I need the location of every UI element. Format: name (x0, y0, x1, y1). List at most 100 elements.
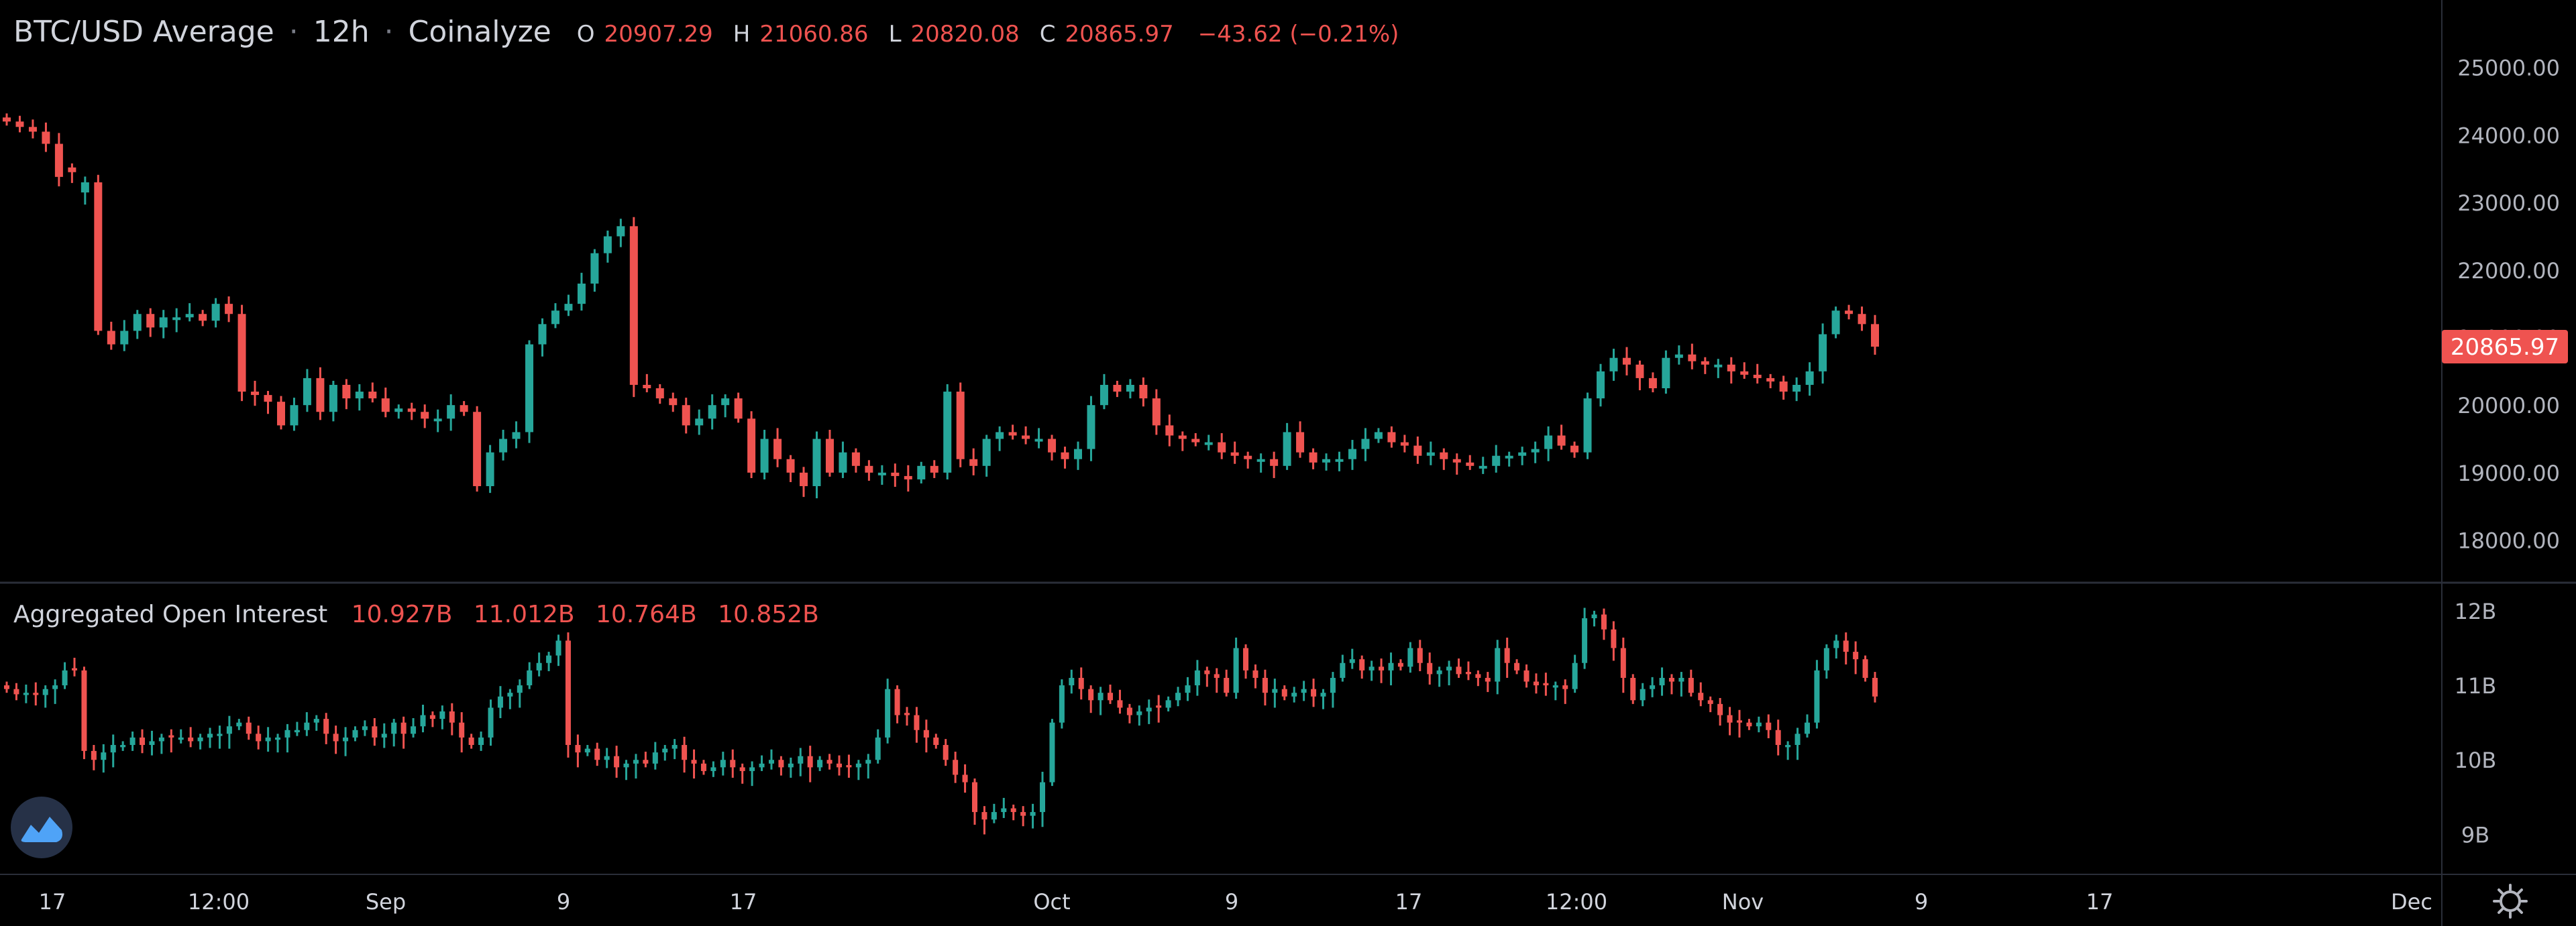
price-candle-body (15, 121, 24, 127)
price-candle-body (930, 465, 938, 473)
price-candle-body (629, 226, 638, 385)
price-candle-body (1557, 435, 1566, 446)
price-candle-body (551, 310, 559, 325)
price-candle-body (80, 182, 89, 192)
symbol-legend[interactable]: BTC/USD Average · 12h · Coinalyze O 2090… (13, 15, 1399, 49)
price-candle-body (904, 475, 912, 479)
oi-candle-body (323, 719, 329, 734)
oi-candle-body (1833, 640, 1839, 648)
oi-candle-body (1427, 662, 1433, 675)
oi-candle-body (749, 767, 755, 771)
price-candle-body (1061, 452, 1069, 459)
oi-candle-body (275, 737, 281, 740)
oi-candle-body (1379, 667, 1385, 671)
price-candle-body (107, 331, 115, 345)
price-candle-body (1805, 371, 1814, 385)
oi-candle-body (1504, 648, 1510, 663)
price-candle-body (1178, 435, 1187, 439)
price-candle-body (695, 418, 704, 426)
oi-candle-body (1165, 700, 1171, 708)
ohlc-high-label: H (733, 21, 751, 48)
price-candle-body (1609, 357, 1618, 371)
oi-candle-body (1823, 648, 1829, 671)
oi-candle-body (1020, 812, 1026, 816)
price-candle-body (447, 405, 455, 419)
price-candle-body (1204, 442, 1213, 445)
open-interest-title: Aggregated Open Interest (13, 601, 327, 628)
oi-candle-body (391, 722, 397, 734)
price-candle-body (1648, 378, 1657, 389)
time-axis-tick: 12:00 (188, 889, 250, 915)
oi-candle-body (1814, 670, 1820, 723)
price-candle-body (433, 418, 442, 422)
price-candle-body (54, 143, 63, 177)
price-axis-tick: 25000.00 (2457, 56, 2560, 81)
oi-candle-body (1001, 808, 1007, 813)
time-axis-tick: 17 (39, 889, 66, 915)
oi-candle-body (1446, 667, 1452, 671)
ohlc-high-value: 21060.86 (759, 21, 868, 48)
oi-candle-body (62, 670, 68, 686)
oi-candle-body (662, 748, 668, 753)
oi-candle-body (1224, 677, 1230, 693)
price-candle-body (120, 331, 129, 345)
oi-axis-tick: 9B (2461, 822, 2489, 848)
price-candle-body (851, 452, 860, 466)
price-candle-body (1139, 384, 1148, 399)
price-candle-body (1426, 452, 1435, 456)
price-candle-body (969, 459, 978, 466)
oi-candle-body (1146, 707, 1152, 711)
ohlc-close-label: C (1040, 21, 1056, 48)
price-candle-body (577, 283, 586, 304)
oi-candle-body (1775, 730, 1781, 746)
gear-tooth (2498, 908, 2504, 914)
oi-candle-body (1368, 667, 1375, 671)
price-candle-body (1518, 452, 1527, 456)
price-candle-body (1570, 445, 1579, 453)
oi-candle-body (730, 760, 736, 768)
price-candle-body (1622, 357, 1631, 365)
oi-candle-body (1049, 722, 1055, 783)
price-candle-body (1740, 371, 1749, 375)
oi-candle-body (1514, 662, 1520, 671)
oi-candle-body (1117, 700, 1123, 708)
open-interest-legend[interactable]: Aggregated Open Interest 10.927B 11.012B… (13, 601, 819, 628)
price-candle-body (473, 412, 482, 487)
oi-candle-body (1185, 685, 1191, 693)
price-candle-body (159, 317, 168, 328)
oi-candle-body (981, 812, 987, 820)
price-candle-body (1479, 465, 1487, 469)
price-candle-body (1296, 432, 1305, 453)
price-candle-body (394, 408, 403, 412)
price-candle-body (655, 388, 664, 399)
oi-candle-body (672, 745, 678, 749)
oi-candle-body (1707, 700, 1713, 704)
price-candle-body (747, 418, 756, 473)
oi-candle-body (1485, 677, 1491, 682)
oi-candle-body (1108, 693, 1114, 701)
price-candle-body (1126, 384, 1134, 392)
oi-candle-body (1397, 662, 1403, 667)
price-candle-body (1022, 435, 1030, 439)
open-interest-candles[interactable] (4, 607, 1878, 835)
open-interest-axis[interactable]: 12B 11B 10B 9B (2455, 599, 2497, 848)
oi-candle-body (226, 726, 232, 734)
time-axis-tick: 9 (557, 889, 570, 915)
price-candles[interactable] (3, 113, 1879, 499)
settings-gear-icon[interactable] (2493, 884, 2528, 919)
price-candle-body (1753, 374, 1762, 378)
oi-candle-body (768, 760, 774, 764)
price-candle-body (682, 405, 690, 426)
oi-candle-body (575, 745, 581, 753)
time-axis-tick: Dec (2391, 889, 2432, 915)
oi-candle-body (1301, 689, 1307, 693)
oi-candle-body (1533, 681, 1539, 686)
tradingview-logo-icon[interactable] (11, 797, 72, 858)
oi-candle-body (1204, 670, 1210, 675)
time-axis[interactable]: 17 12:00 Sep 9 17 Oct 9 17 12:00 Nov 9 17 Dec (39, 889, 2432, 915)
oi-axis-tick: 12B (2455, 599, 2497, 624)
oi-candle-body (72, 668, 78, 671)
price-candle-body (290, 405, 299, 426)
oi-candle-body (1436, 670, 1442, 675)
